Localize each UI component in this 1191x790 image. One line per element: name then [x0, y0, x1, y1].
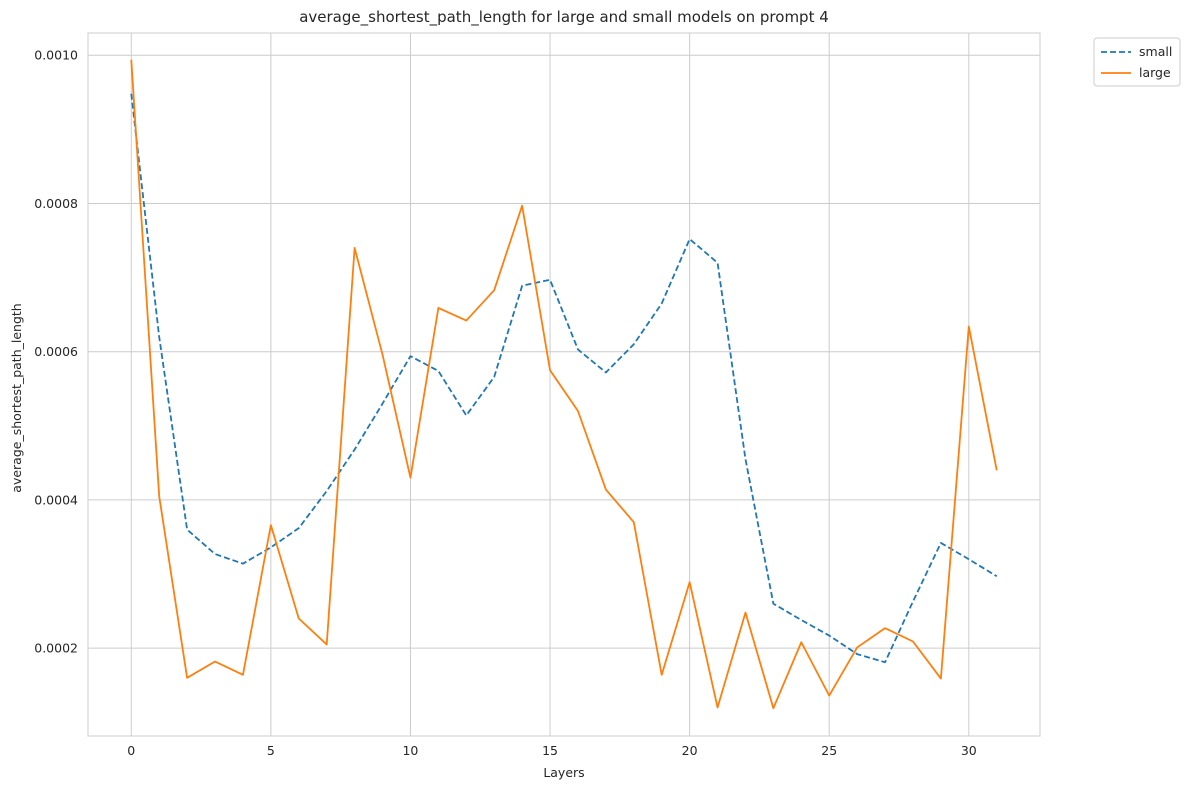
x-tick-label: 15: [542, 743, 558, 758]
series-line-small: [130, 93, 998, 664]
y-tick-label: 0.0004: [34, 492, 78, 507]
y-tick-label: 0.0010: [34, 48, 78, 63]
x-axis-label: Layers: [543, 765, 584, 780]
y-axis-ticks: 0.0002 0.0004 0.0006 0.0008 0.0010: [34, 48, 78, 656]
series-lines: [130, 59, 998, 710]
x-tick-label: 5: [267, 743, 275, 758]
y-tick-label: 0.0008: [34, 196, 78, 211]
plot-area-frame: [87, 32, 1041, 737]
legend-box: [1093, 37, 1181, 87]
x-tick-label: 25: [821, 743, 837, 758]
series-line-large: [130, 59, 998, 710]
legend: small large: [1093, 37, 1181, 87]
x-tick-label: 20: [682, 743, 698, 758]
y-axis-label: average_shortest_path_length: [9, 303, 24, 492]
x-tick-label: 10: [402, 743, 418, 758]
y-tick-label: 0.0002: [34, 641, 78, 656]
x-axis-ticks: 0 5 10 15 20 25 30: [127, 743, 977, 758]
x-tick-label: 30: [961, 743, 977, 758]
legend-small-label: small: [1139, 44, 1172, 59]
legend-large-label: large: [1139, 65, 1171, 80]
x-tick-label: 0: [127, 743, 135, 758]
grid-lines: [88, 33, 1040, 736]
y-tick-label: 0.0006: [34, 344, 78, 359]
chart-title: average_shortest_path_length for large a…: [299, 8, 829, 27]
